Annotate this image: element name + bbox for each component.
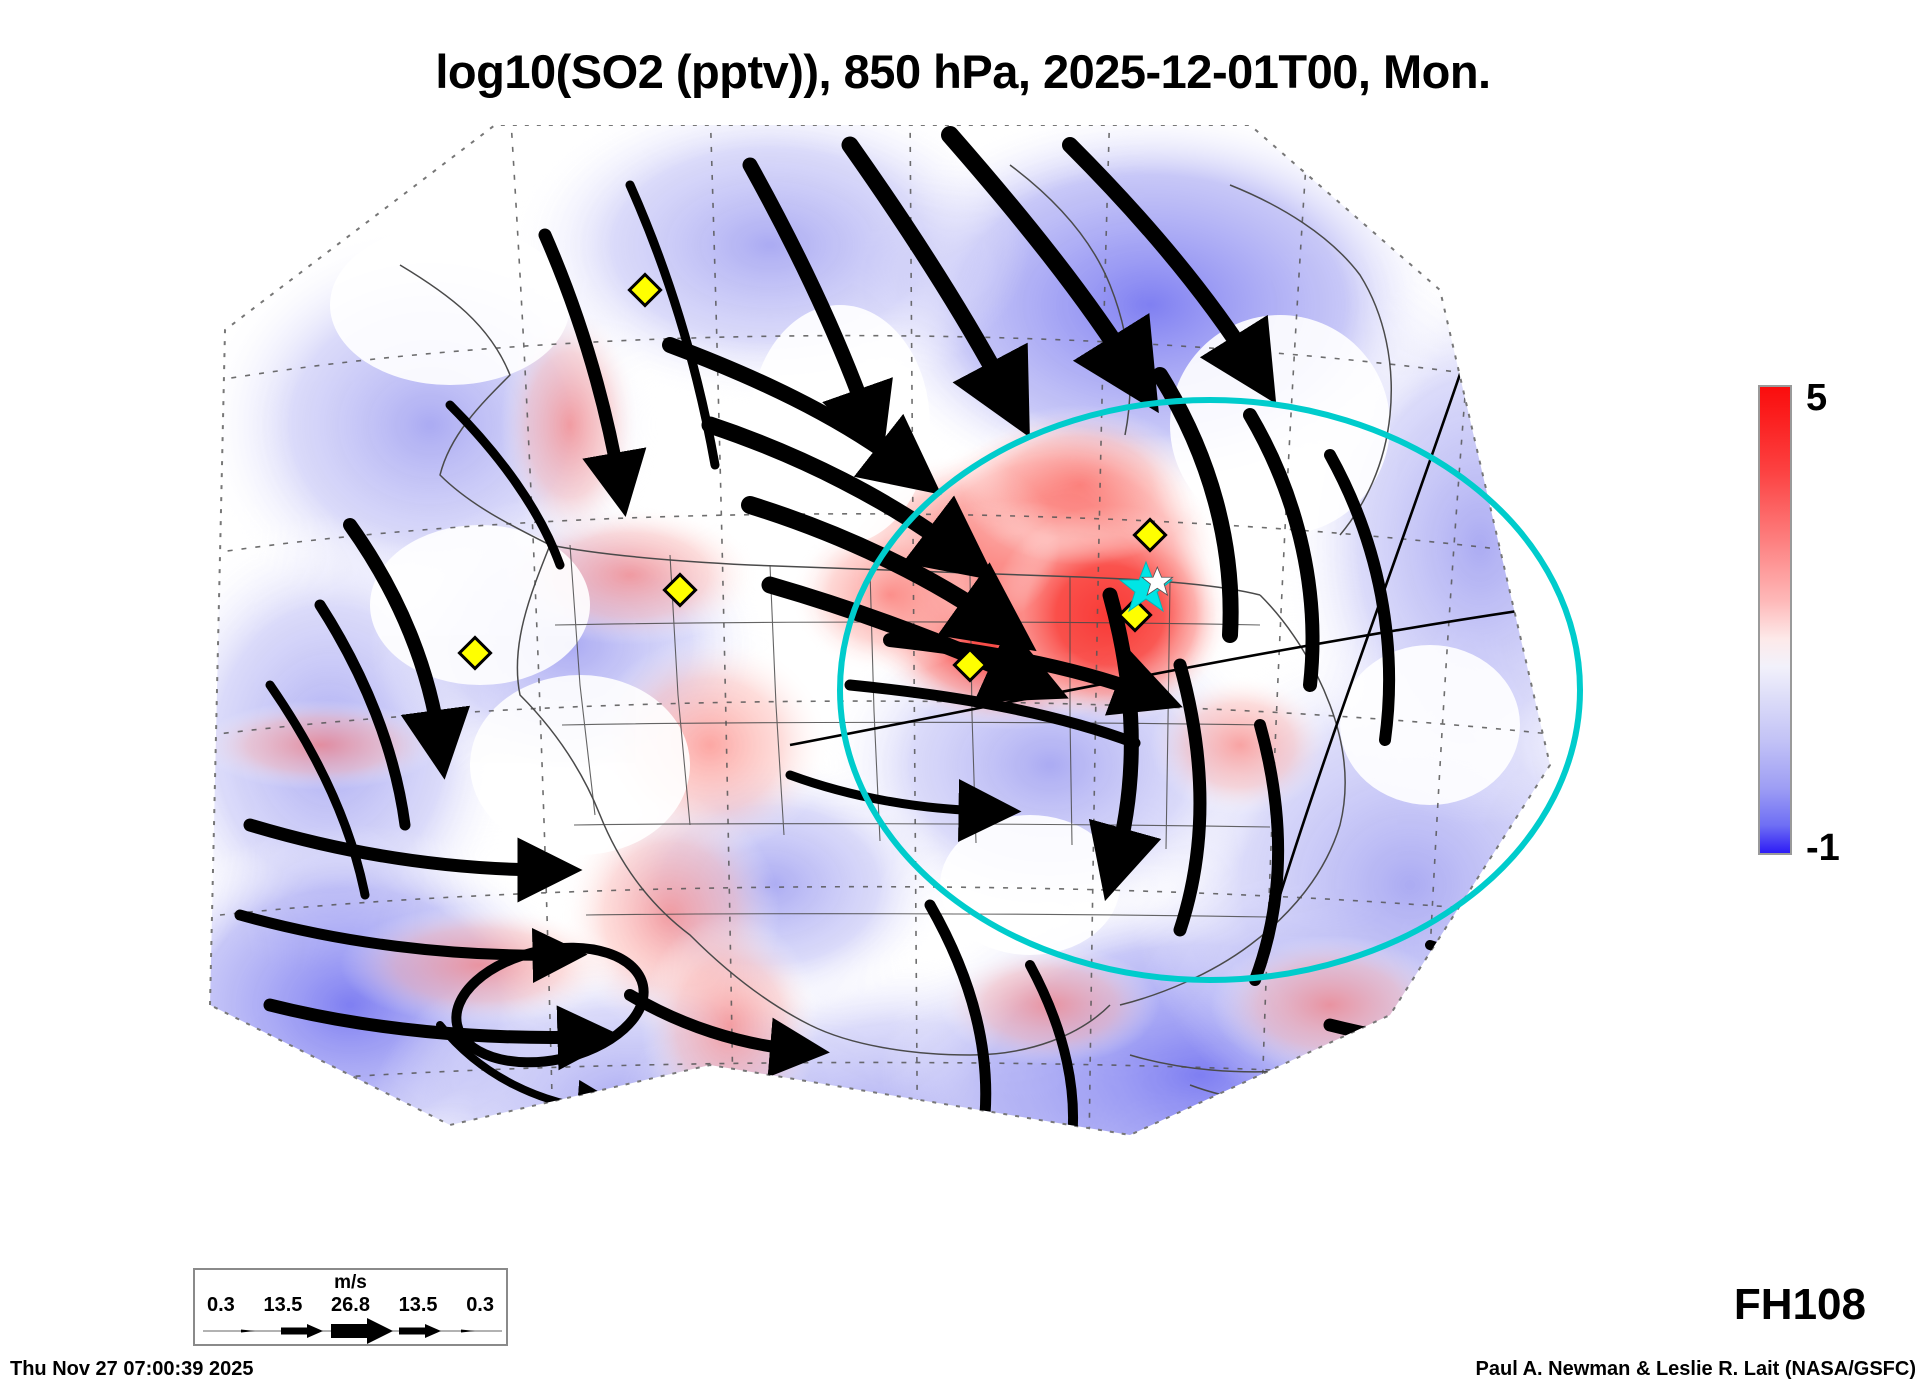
station-marker[interactable] — [457, 635, 493, 671]
source-star-marker — [1140, 565, 1174, 597]
wind-units-label: m/s — [334, 1272, 367, 1293]
colorbar-min-label: -1 — [1806, 827, 1840, 869]
attribution: Paul A. Newman & Leslie R. Lait (NASA/GS… — [1475, 1358, 1916, 1380]
station-marker[interactable] — [1132, 517, 1168, 553]
domain-boundary — [208, 125, 1552, 1137]
range-circle — [837, 397, 1583, 983]
station-markers[interactable] — [457, 272, 1168, 683]
wind-tick-4: 0.3 — [466, 1294, 494, 1316]
page-title: log10(SO2 (pptv)), 850 hPa, 2025-12-01T0… — [435, 45, 1491, 98]
forecast-hour-label: FH108 — [1733, 1280, 1866, 1329]
great-circle-tracks — [789, 314, 1550, 896]
map-panel[interactable] — [150, 125, 1770, 1265]
wind-tick-3: 13.5 — [398, 1294, 438, 1316]
station-marker[interactable] — [662, 572, 698, 608]
colorbar-max-label: 5 — [1806, 377, 1828, 419]
station-marker[interactable] — [1117, 597, 1153, 633]
wind-tick-2: 26.8 — [331, 1294, 370, 1316]
wind-arrow-scale-icon — [203, 1318, 502, 1344]
colorbar-gradient — [1758, 385, 1792, 855]
wind-tick-labels: 0.3 13.5 26.8 13.5 0.3 — [195, 1294, 506, 1317]
station-marker[interactable] — [952, 647, 988, 683]
generation-timestamp: Thu Nov 27 07:00:39 2025 — [10, 1358, 254, 1380]
colorbar: 5 -1 — [1758, 379, 1908, 867]
wind-tick-0: 0.3 — [207, 1294, 235, 1316]
wind-tick-1: 13.5 — [263, 1294, 303, 1316]
station-marker[interactable] — [627, 272, 663, 308]
map-canvas[interactable] — [150, 125, 1770, 1265]
wind-speed-legend: m/s 0.3 13.5 26.8 13.5 0.3 — [193, 1268, 508, 1346]
